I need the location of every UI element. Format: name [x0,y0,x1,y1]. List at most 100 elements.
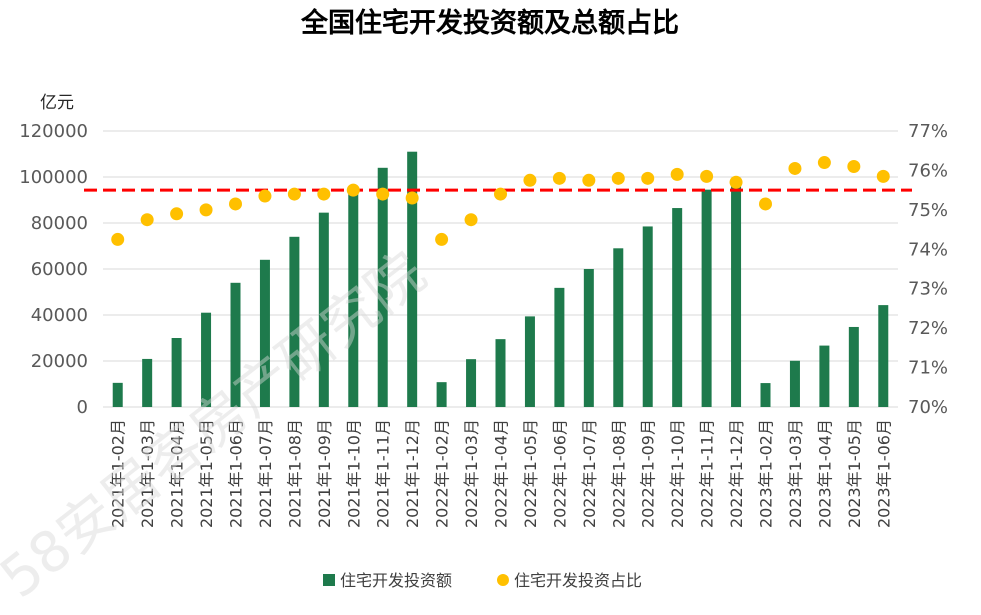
bar [848,326,859,407]
data-point [111,232,125,246]
bar [701,189,712,407]
data-point [258,189,272,203]
x-tick-label: 2021年1-05月 [197,419,216,528]
data-point [229,197,242,211]
data-point [759,197,772,211]
data-point [199,203,213,217]
data-point [494,187,507,201]
y-left-tick-label: 80000 [31,213,88,234]
bar [878,305,889,407]
y-right-tick-label: 70% [908,397,948,418]
x-tick-label: 2022年1-04月 [492,419,511,528]
bar [348,193,359,407]
bar [259,259,270,407]
data-point [847,159,861,173]
y-right-tick-label: 75% [908,200,948,221]
x-tick-label: 2021年1-02月 [109,419,128,528]
bar [112,382,123,407]
bar [789,360,800,407]
bar [583,269,594,407]
bar [201,312,212,407]
x-tick-label: 2022年1-11月 [698,419,717,528]
bar [642,226,653,407]
legend-label-point: 住宅开发投资占比 [514,571,642,590]
y-right-tick-label: 71% [908,358,948,379]
x-tick-label: 2023年1-05月 [845,419,864,528]
data-point [140,213,154,227]
bar [318,212,329,407]
legend-swatch-point [497,574,509,586]
x-tick-label: 2021年1-03月 [138,419,157,528]
x-tick-label: 2022年1-08月 [609,419,628,528]
x-tick-label: 2021年1-09月 [315,419,334,528]
bar [524,316,535,407]
x-tick-label: 2021年1-12月 [403,419,422,528]
y-right-tick-label: 76% [908,160,948,181]
x-tick-label: 2021年1-04月 [168,419,187,528]
bar [613,248,624,407]
y-right-tick-label: 77% [908,121,948,142]
y-right-axis: 77% 76% 75% 74% 73% 72% 71% 70% [908,121,948,418]
bar [731,186,742,407]
y-left-tick-label: 40000 [31,305,88,326]
y-left-tick-label: 120000 [19,121,88,142]
data-point [435,232,449,246]
bar [407,151,418,407]
y-left-tick-label: 0 [77,397,88,418]
bar-series [112,151,889,407]
data-point [670,167,684,181]
data-point [582,173,596,187]
data-point [405,191,419,205]
x-tick-label: 2022年1-02月 [433,419,452,528]
x-axis-ticks: 2021年1-02月 2021年1-03月 2021年1-04月 2021年1-05月… [109,419,894,528]
y-right-tick-label: 72% [908,318,948,339]
data-point [170,207,184,221]
x-tick-label: 2022年1-07月 [580,419,599,528]
data-point [641,171,655,185]
bar [819,345,830,407]
data-point [346,183,360,197]
legend-swatch-bar [323,574,335,586]
bar [377,167,388,407]
watermark: 58安居客房产研究院 [0,240,438,611]
legend: 住宅开发投资额 住宅开发投资占比 [323,571,642,590]
x-tick-label: 2023年1-04月 [815,419,834,528]
data-point [788,161,802,175]
bar [142,358,153,407]
data-point [729,175,743,189]
bar [466,359,477,407]
x-tick-label: 2022年1-09月 [639,419,658,528]
data-point [552,171,566,185]
bar [495,339,506,407]
x-tick-label: 2022年1-10月 [668,419,687,528]
bar [230,282,241,407]
data-point [376,187,390,201]
bar [289,236,300,407]
x-tick-label: 2021年1-11月 [374,419,393,528]
y-right-tick-label: 73% [908,279,948,300]
x-tick-label: 2022年1-05月 [521,419,540,528]
scatter-series [111,156,890,246]
x-tick-label: 2021年1-08月 [285,419,304,528]
x-tick-label: 2021年1-07月 [256,419,275,528]
x-tick-label: 2022年1-12月 [727,419,746,528]
y-left-axis: 120000 100000 80000 60000 40000 20000 0 [19,121,88,418]
x-tick-label: 2022年1-06月 [550,419,569,528]
chart-title: 全国住宅开发投资额及总额占比 [300,7,679,39]
watermark-text: 58安居客房产研究院 [0,240,438,611]
x-tick-label: 2023年1-03月 [786,419,805,528]
x-tick-label: 2023年1-02月 [757,419,776,528]
bar [554,287,565,407]
x-tick-label: 2022年1-03月 [462,419,481,528]
data-point [464,213,478,227]
y-left-tick-label: 60000 [31,259,88,280]
x-tick-label: 2023年1-06月 [874,419,893,528]
y-left-tick-label: 20000 [31,351,88,372]
bar [171,338,182,407]
y-left-tick-label: 100000 [19,167,88,188]
bar [436,382,447,407]
data-point [523,173,537,187]
data-point [700,169,714,183]
x-tick-label: 2021年1-10月 [344,419,363,528]
